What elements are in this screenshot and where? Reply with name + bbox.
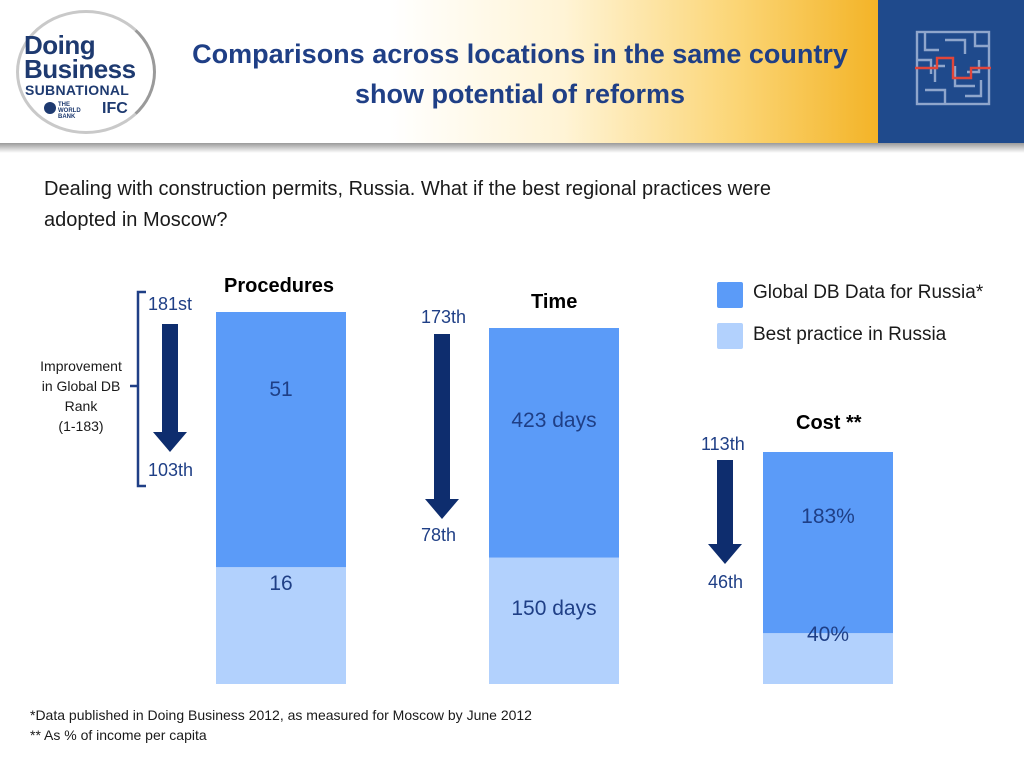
logo-doing: Doing <box>24 30 96 60</box>
rank-from-procedures: 181st <box>148 294 193 314</box>
bar-procedures-best <box>216 567 346 684</box>
chart-title-cost: Cost ** <box>796 412 862 434</box>
page-subtitle: Dealing with construction permits, Russi… <box>44 174 944 236</box>
rank-arrow-shaft-time <box>434 334 450 501</box>
rank-note-line3: Rank <box>64 398 98 414</box>
page-title-line2: show potential of reforms <box>354 79 686 109</box>
logo-subnational: SUBNATIONAL <box>25 82 130 98</box>
logo-business: Business <box>24 54 136 84</box>
legend-label-best: Best practice in Russia <box>753 324 947 345</box>
rank-to-cost: 46th <box>708 572 744 592</box>
rank-arrow-shaft-cost <box>717 460 733 546</box>
bar-label-cost-best: 40% <box>806 623 850 646</box>
footnote-1: *Data published in Doing Business 2012, … <box>30 707 532 723</box>
rank-arrow-head-procedures <box>153 432 187 452</box>
subtitle-line1: Dealing with construction permits, Russi… <box>44 178 771 200</box>
logo-world-bank: THE WORLD BANK <box>58 102 81 120</box>
rank-from-cost: 113th <box>701 434 745 454</box>
rank-from-time: 173th <box>421 307 467 327</box>
rank-note-line1: Improvement <box>40 358 122 374</box>
bar-time-best <box>489 557 619 684</box>
bar-label-cost-global: 183% <box>801 505 855 528</box>
bar-label-time-global: 423 days <box>511 409 597 432</box>
rank-improvement-note: Improvement in Global DB Rank (1-183) <box>28 356 134 436</box>
header-shadow <box>0 143 1024 153</box>
legend-swatch-best <box>717 323 743 349</box>
footnote-2: ** As % of income per capita <box>30 727 207 743</box>
world-bank-globe-icon <box>44 102 56 114</box>
rank-to-time: 78th <box>421 525 457 545</box>
bar-cost-global <box>763 452 893 634</box>
rank-note-line4: (1-183) <box>58 418 104 434</box>
bar-cost-best <box>763 633 893 684</box>
legend-swatch-global <box>717 282 743 308</box>
legend-label-global: Global DB Data for Russia* <box>753 282 984 303</box>
bar-label-procedures-global: 51 <box>269 378 293 401</box>
page-title-line1: Comparisons across locations in the same… <box>192 39 848 69</box>
header-band <box>0 0 1024 143</box>
chart-title-procedures: Procedures <box>224 275 335 297</box>
rank-to-procedures: 103th <box>148 460 194 480</box>
chart-title-time: Time <box>531 291 578 313</box>
rank-bracket <box>130 290 146 488</box>
doing-business-logo: Doing Business SUBNATIONAL THE WORLD BAN… <box>10 8 160 136</box>
rank-arrow-shaft-procedures <box>162 324 178 434</box>
logo-ifc: IFC <box>102 100 128 117</box>
header-maze-panel <box>878 0 1024 143</box>
bar-procedures-global <box>216 312 346 568</box>
logo-ring <box>16 10 156 134</box>
page-title: Comparisons across locations in the same… <box>150 34 890 114</box>
maze-icon <box>915 30 991 106</box>
bar-time-global <box>489 328 619 558</box>
bar-label-time-best: 150 days <box>511 597 597 620</box>
rank-arrow-head-time <box>425 499 459 519</box>
rank-note-line2: in Global DB <box>41 378 121 394</box>
subtitle-line2: adopted in Moscow? <box>44 209 228 231</box>
bar-label-procedures-best: 16 <box>269 572 293 595</box>
rank-arrow-head-cost <box>708 544 742 564</box>
